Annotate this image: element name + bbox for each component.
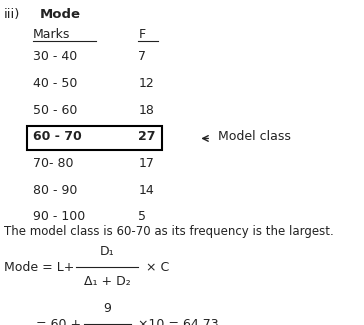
Bar — [27, 126, 162, 150]
Text: 18: 18 — [138, 104, 154, 117]
Text: 70- 80: 70- 80 — [33, 157, 73, 170]
Text: 12: 12 — [138, 77, 154, 90]
Text: 14: 14 — [138, 184, 154, 197]
Text: 27: 27 — [138, 130, 156, 143]
Text: 7: 7 — [138, 50, 146, 63]
Text: 17: 17 — [138, 157, 154, 170]
Text: Mode: Mode — [40, 8, 81, 21]
Text: D₁: D₁ — [100, 245, 115, 258]
Text: iii): iii) — [4, 8, 20, 21]
Text: The model class is 60-70 as its frequency is the largest.: The model class is 60-70 as its frequenc… — [4, 225, 333, 238]
Text: 60 - 70: 60 - 70 — [33, 130, 82, 143]
Text: 30 - 40: 30 - 40 — [33, 50, 77, 63]
Text: 40 - 50: 40 - 50 — [33, 77, 77, 90]
Text: 80 - 90: 80 - 90 — [33, 184, 77, 197]
Text: × C: × C — [146, 261, 169, 274]
Text: 50 - 60: 50 - 60 — [33, 104, 77, 117]
Text: Δ₁ + D₂: Δ₁ + D₂ — [84, 275, 131, 288]
Text: Mode = L+: Mode = L+ — [4, 261, 74, 274]
Text: Marks: Marks — [33, 28, 70, 41]
Text: F: F — [138, 28, 146, 41]
Text: Model class: Model class — [218, 130, 291, 143]
Text: 9: 9 — [103, 302, 111, 315]
Text: 90 - 100: 90 - 100 — [33, 210, 85, 223]
Text: = 60 +: = 60 + — [36, 318, 82, 325]
Text: ×10 = 64.73: ×10 = 64.73 — [138, 318, 219, 325]
Text: 5: 5 — [138, 210, 146, 223]
